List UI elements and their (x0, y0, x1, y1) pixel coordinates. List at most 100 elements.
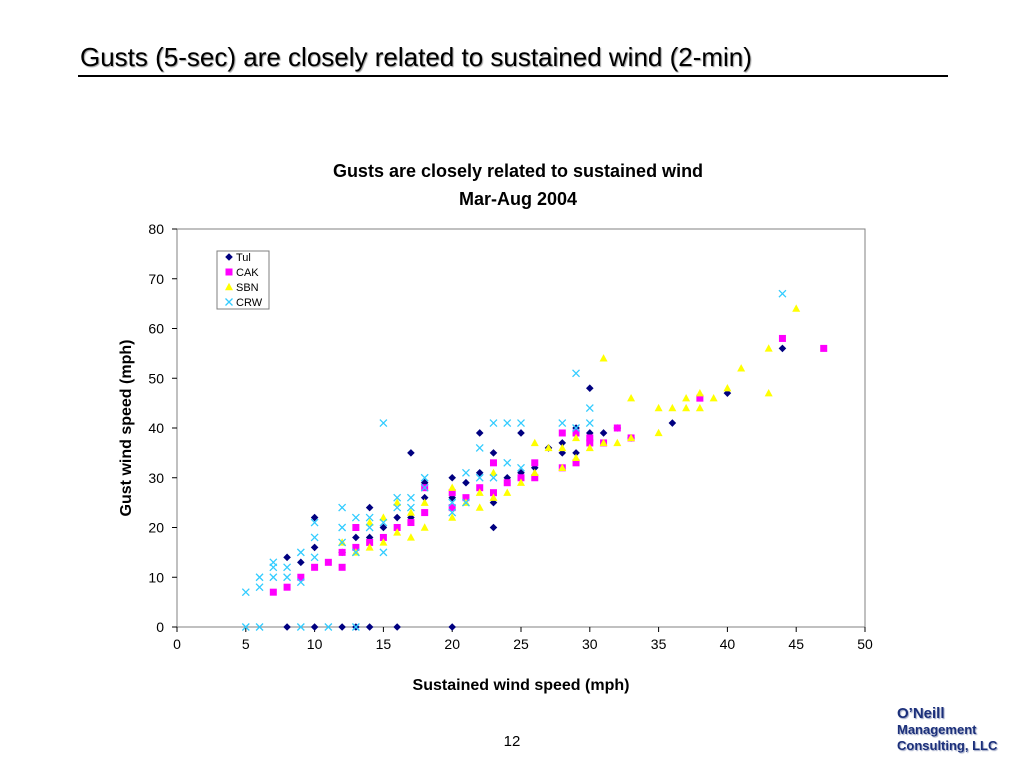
data-point-cak (503, 479, 511, 487)
data-point-crw (572, 424, 580, 432)
data-point-sbn (558, 463, 567, 471)
data-point-cak (352, 543, 360, 551)
data-point-cak (338, 563, 346, 571)
data-point-tul (310, 513, 319, 522)
data-point-cak (531, 474, 539, 482)
data-point-crw (365, 513, 374, 522)
data-point-cak (311, 563, 319, 571)
data-point-sbn (365, 543, 374, 551)
x-tick-label: 45 (788, 636, 804, 652)
data-point-crw (351, 548, 360, 557)
data-point-sbn (517, 478, 525, 486)
data-point-sbn (379, 538, 388, 546)
data-point-tul (283, 623, 291, 631)
data-point-crw (503, 419, 512, 427)
y-tick-label: 50 (148, 370, 164, 386)
legend-label-tul: Tul (236, 252, 251, 264)
data-point-cak (558, 429, 566, 437)
data-point-tul (448, 473, 456, 482)
data-point-crw (489, 473, 498, 482)
x-tick-label: 30 (582, 636, 598, 652)
data-point-sbn (682, 403, 691, 412)
data-point-tul (283, 553, 291, 562)
chart-title: Gusts are closely related to sustained w… (333, 161, 703, 181)
data-point-sbn (530, 468, 539, 476)
data-point-sbn (558, 443, 567, 452)
data-point-sbn (764, 388, 773, 397)
data-point-tul (668, 419, 677, 427)
data-point-crw (462, 498, 470, 507)
legend-marker-crw (225, 298, 233, 306)
data-point-sbn (627, 433, 636, 442)
data-point-crw (338, 538, 347, 547)
data-point-sbn (530, 438, 539, 447)
y-tick-label: 70 (148, 271, 164, 287)
x-tick-label: 25 (513, 636, 529, 652)
x-tick-label: 5 (242, 636, 250, 652)
data-point-crw (269, 558, 278, 567)
data-point-crw (310, 533, 319, 542)
logo-line-1: O’Neill (897, 705, 945, 722)
data-point-cak (820, 344, 828, 352)
y-tick-label: 10 (148, 569, 164, 585)
data-point-crw (351, 513, 360, 522)
data-point-cak (586, 439, 594, 447)
data-point-cak (586, 434, 594, 442)
legend-label-crw: CRW (236, 297, 263, 309)
company-logo: O’Neill Management Consulting, LLC (897, 706, 997, 754)
data-point-cak (297, 573, 305, 581)
data-point-sbn (695, 388, 704, 397)
data-point-cak (379, 533, 387, 541)
data-point-sbn (448, 513, 457, 521)
data-point-sbn (572, 453, 581, 462)
data-point-crw (310, 518, 319, 527)
data-point-cak (269, 588, 277, 596)
y-axis-label: Gust wind speed (mph) (118, 340, 135, 517)
data-point-tul (572, 449, 580, 457)
data-point-cak (696, 394, 704, 402)
data-point-sbn (420, 523, 429, 531)
data-point-cak (462, 494, 470, 502)
data-point-crw (393, 493, 402, 502)
data-point-sbn (682, 393, 691, 402)
data-point-cak (352, 524, 360, 531)
data-point-tul (297, 558, 305, 567)
data-point-tul (489, 449, 498, 457)
data-point-crw (296, 623, 305, 631)
data-point-crw (406, 493, 415, 502)
data-point-crw (462, 468, 470, 477)
data-point-crw (406, 503, 415, 512)
data-point-tul (475, 429, 484, 437)
data-point-cak (613, 424, 621, 432)
x-tick-label: 0 (173, 636, 181, 652)
x-axis-label: Sustained wind speed (mph) (413, 677, 630, 694)
data-point-cak (489, 459, 497, 467)
data-point-cak (517, 474, 525, 482)
data-point-sbn (475, 488, 484, 496)
data-point-cak (421, 509, 429, 517)
title-underline (78, 75, 948, 77)
data-point-sbn (393, 528, 402, 536)
legend-label-cak: CAK (236, 267, 259, 279)
data-point-tul (407, 449, 415, 457)
y-tick-label: 60 (148, 321, 164, 337)
data-point-crw (420, 473, 429, 482)
data-point-cak (448, 504, 456, 512)
data-point-sbn (585, 443, 594, 452)
data-point-crw (475, 473, 484, 482)
data-point-sbn (489, 493, 498, 501)
data-point-crw (420, 483, 429, 492)
data-point-crw (379, 419, 388, 427)
data-point-crw (255, 623, 264, 631)
data-point-cak (572, 459, 580, 467)
data-point-cak (448, 489, 456, 497)
data-point-sbn (709, 393, 718, 402)
y-tick-label: 20 (148, 520, 164, 536)
data-point-crw (365, 523, 374, 532)
data-point-sbn (503, 488, 512, 496)
data-point-crw (585, 419, 594, 427)
legend-marker-sbn (225, 282, 233, 291)
x-tick-label: 35 (651, 636, 667, 652)
data-point-crw (338, 503, 347, 512)
logo-line-3: Consulting, LLC (897, 738, 998, 753)
